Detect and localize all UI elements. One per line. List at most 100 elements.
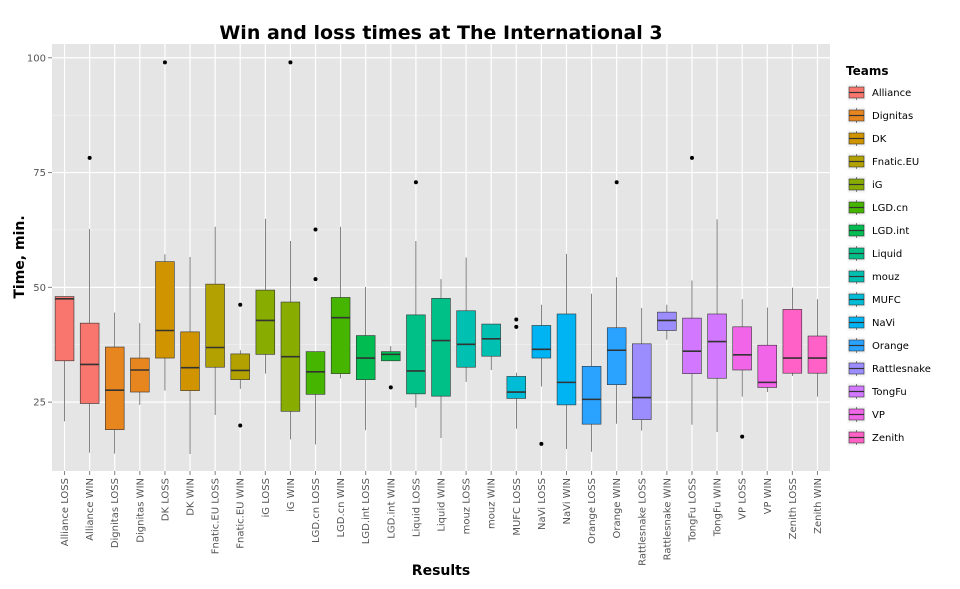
- legend-label: NaVi: [872, 318, 895, 329]
- x-tick-label: LGD.cn LOSS: [311, 478, 322, 543]
- box-iqr: [305, 351, 326, 395]
- legend-items: Alliance Dignitas DK Fnatic.EU iG LGD.cn LGD.i…: [846, 83, 931, 447]
- box-rattlesnake-loss: [632, 308, 652, 431]
- x-tick-label: mouz LOSS: [462, 478, 473, 534]
- x-tick-label: TongFu LOSS: [687, 478, 698, 543]
- x-tick-label: NaVi WIN: [562, 478, 573, 525]
- legend-item-mufc: MUFC: [846, 290, 901, 309]
- box-iqr: [807, 335, 828, 374]
- legend-item-rattlesnake: Rattlesnake: [846, 359, 931, 378]
- x-tick-label: Liquid WIN: [437, 478, 448, 532]
- legend-item-navi: NaVi: [846, 313, 895, 332]
- legend-label: Zenith: [872, 433, 904, 444]
- box-iqr: [105, 346, 125, 430]
- box-iqr: [230, 353, 250, 380]
- box-iqr: [682, 317, 702, 374]
- x-tick-label: mouz WIN: [487, 478, 498, 529]
- legend-item-lgd-int: LGD.int: [846, 221, 909, 240]
- x-tick-label: Zenith LOSS: [788, 478, 799, 539]
- outlier-point: [313, 277, 318, 282]
- y-tick-label: 50: [33, 283, 46, 294]
- box-dk-loss: [155, 60, 175, 391]
- box-iqr: [79, 322, 100, 404]
- box-group: [54, 60, 828, 455]
- box-liquid-win: [431, 279, 451, 438]
- x-tick-label: Dignitas WIN: [135, 478, 146, 543]
- box-dignitas-loss: [105, 312, 125, 454]
- legend-title: Teams: [846, 64, 888, 78]
- box-mouz-win: [481, 323, 501, 370]
- box-iqr: [506, 376, 527, 399]
- x-tick-label: Fnatic.EU LOSS: [211, 478, 222, 554]
- box-iqr: [381, 351, 401, 362]
- legend-label: LGD.int: [872, 226, 909, 237]
- box-iqr: [732, 326, 752, 371]
- legend-label: Fnatic.EU: [872, 157, 919, 168]
- box-zenith-loss: [782, 287, 803, 376]
- box-iqr: [531, 325, 552, 359]
- outlier-point: [388, 385, 393, 390]
- box-iqr: [581, 366, 602, 425]
- legend-item-fnatic-eu: Fnatic.EU: [846, 152, 919, 171]
- box-iqr: [54, 296, 75, 362]
- box-ig-loss: [255, 218, 276, 374]
- box-alliance-loss: [54, 296, 75, 422]
- x-tick-label: MUFC LOSS: [512, 478, 523, 536]
- box-navi-win: [556, 253, 577, 449]
- box-fnatic-eu-win: [230, 302, 250, 428]
- x-tick-label: VP LOSS: [738, 478, 749, 520]
- box-tongfu-win: [707, 219, 727, 432]
- box-vp-win: [757, 307, 777, 393]
- box-navi-loss: [531, 304, 552, 446]
- outlier-point: [740, 434, 745, 439]
- box-iqr: [330, 297, 351, 374]
- box-rattlesnake-win: [657, 304, 677, 340]
- x-tick-label: Liquid LOSS: [411, 478, 422, 537]
- outlier-point: [689, 155, 694, 160]
- x-tick-label: iG LOSS: [261, 478, 272, 518]
- box-tongfu-loss: [682, 155, 702, 425]
- legend-item-mouz: mouz: [846, 267, 899, 286]
- legend-label: Rattlesnake: [872, 364, 931, 375]
- legend-item-zenith: Zenith: [846, 428, 904, 447]
- box-iqr: [757, 344, 777, 388]
- x-tick-label: LGD.int LOSS: [361, 478, 372, 544]
- y-axis-ticks: 25 50 75 100: [27, 53, 52, 409]
- box-mufc-loss: [506, 317, 527, 429]
- x-tick-label: Dignitas LOSS: [110, 478, 121, 548]
- legend-item-vp: VP: [846, 405, 885, 424]
- box-iqr: [431, 298, 451, 397]
- box-iqr: [481, 323, 501, 357]
- box-alliance-win: [79, 155, 100, 453]
- legend-item-alliance: Alliance: [846, 83, 911, 102]
- legend-label: MUFC: [872, 295, 901, 306]
- legend-label: Dignitas: [872, 111, 913, 122]
- legend-item-lgd-cn: LGD.cn: [846, 198, 908, 217]
- outlier-point: [539, 441, 544, 446]
- outlier-point: [162, 60, 167, 65]
- box-iqr: [657, 311, 677, 331]
- legend-label: mouz: [872, 272, 899, 283]
- x-axis-title: Results: [412, 563, 470, 579]
- box-fnatic-eu-loss: [205, 226, 225, 415]
- outlier-point: [413, 180, 418, 185]
- legend-label: LGD.cn: [872, 203, 908, 214]
- y-tick-label: 25: [33, 398, 46, 409]
- x-tick-label: Rattlesnake LOSS: [637, 478, 648, 566]
- outlier-point: [238, 302, 243, 307]
- chart-title: Win and loss times at The International …: [219, 22, 662, 44]
- box-lgd-int-win: [381, 346, 401, 390]
- outlier-point: [313, 227, 318, 232]
- box-iqr: [205, 283, 225, 368]
- box-liquid-loss: [406, 180, 426, 408]
- x-tick-label: TongFu WIN: [713, 478, 724, 537]
- box-iqr: [180, 331, 200, 391]
- x-tick-label: LGD.cn WIN: [336, 478, 347, 538]
- box-iqr: [782, 309, 803, 374]
- x-tick-label: DK WIN: [186, 478, 197, 516]
- x-tick-label: Orange LOSS: [587, 478, 598, 544]
- x-tick-label: iG WIN: [286, 478, 297, 512]
- box-vp-loss: [732, 299, 752, 439]
- box-iqr: [155, 261, 175, 359]
